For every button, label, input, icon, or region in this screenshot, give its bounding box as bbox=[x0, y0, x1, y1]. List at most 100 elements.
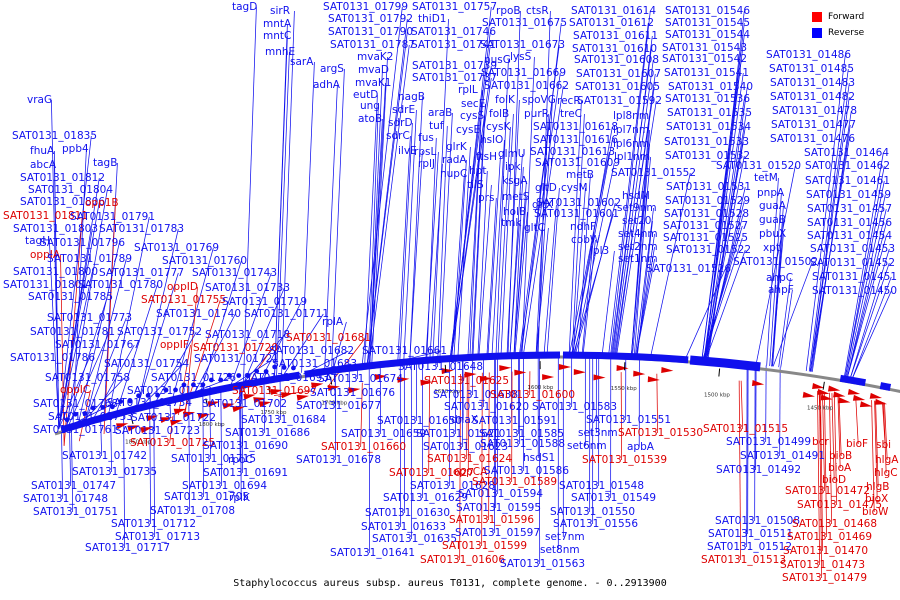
gene-leader-line bbox=[846, 208, 887, 378]
gene-label: SAT0131_01733 bbox=[205, 282, 290, 294]
forward-gene-arrow bbox=[558, 363, 571, 370]
gene-leader-line bbox=[846, 222, 887, 378]
gene-label: SAT0131_01515 bbox=[703, 423, 788, 435]
gene-label: SAT0131_01835 bbox=[12, 130, 97, 142]
gene-label: mvaD bbox=[358, 64, 389, 76]
gene-label: set1nm bbox=[618, 253, 658, 265]
gene-leader-line bbox=[429, 163, 443, 359]
gene-label: SAT0131_01451 bbox=[812, 271, 897, 283]
gene-label: nagB bbox=[398, 91, 425, 103]
legend-reverse-label: Reverse bbox=[828, 28, 865, 38]
gene-label: ksgA bbox=[502, 175, 528, 187]
forward-gene-arrow bbox=[222, 403, 235, 410]
gene-label: SAT0131_01635 bbox=[372, 533, 457, 545]
gene-leader-line bbox=[851, 290, 892, 379]
gene-leader-line bbox=[155, 331, 197, 402]
kbp-tick-label: 1800 kbp bbox=[199, 422, 225, 428]
gene-leader-line bbox=[61, 427, 64, 500]
gene-label: SAT0131_01556 bbox=[553, 518, 638, 530]
gene-leader-line bbox=[85, 317, 127, 421]
gene-label: SAT0131_01542 bbox=[662, 53, 747, 65]
gene-label: SAT0131_01758 bbox=[45, 372, 130, 384]
gene-leader-line bbox=[230, 272, 272, 386]
gene-label: bioX bbox=[865, 493, 888, 505]
gene-label: SAT0131_01705 bbox=[164, 491, 249, 503]
gene-leader-line bbox=[58, 357, 90, 429]
reverse-gene-marker bbox=[82, 411, 88, 416]
gene-label: SAT0131_01599 bbox=[442, 540, 527, 552]
gene-leader-line bbox=[276, 51, 290, 377]
gene-label: sdrE bbox=[392, 104, 415, 116]
gene-leader-line bbox=[703, 141, 744, 360]
gene-label: SAT0131_01551 bbox=[586, 414, 671, 426]
gene-label: vraG bbox=[27, 94, 52, 106]
reverse-gene-marker bbox=[109, 404, 115, 410]
gene-label: SAT0131_01544 bbox=[665, 29, 750, 41]
forward-gene-arrow bbox=[207, 401, 220, 408]
gene-leader-line bbox=[409, 96, 423, 360]
gene-leader-line bbox=[486, 197, 497, 355]
gene-label: SAT0131_01597 bbox=[455, 527, 540, 539]
gene-leader-line bbox=[58, 135, 92, 429]
forward-gene-arrow bbox=[159, 417, 173, 424]
gene-leader-line bbox=[884, 402, 888, 461]
gene-leader-line bbox=[282, 313, 324, 376]
gene-leader-line bbox=[397, 135, 411, 361]
forward-gene-arrow bbox=[259, 401, 272, 408]
gene-leader-line bbox=[63, 215, 83, 446]
gene-leader-line bbox=[66, 296, 108, 427]
reverse-gene-marker bbox=[72, 411, 78, 417]
gene-label: SAT0131_01534 bbox=[666, 121, 751, 133]
gene-label: SAT0131_01732 bbox=[127, 385, 212, 397]
gene-leader-line bbox=[535, 227, 549, 354]
gene-leader-line bbox=[209, 389, 212, 460]
gene-leader-line bbox=[829, 392, 833, 525]
gene-label: pnpA bbox=[757, 187, 785, 199]
gene-leader-line bbox=[93, 344, 135, 419]
gene-leader-line bbox=[232, 358, 274, 386]
gene-label: SAT0131_01546 bbox=[665, 5, 750, 17]
gene-label: SAT0131_01761 bbox=[33, 424, 118, 436]
gene-leader-line bbox=[241, 383, 244, 474]
reverse-gene-block bbox=[839, 374, 866, 387]
gene-label: set6nm bbox=[567, 440, 607, 452]
gene-label: mvaK1 bbox=[355, 77, 391, 89]
gene-leader-line bbox=[243, 334, 285, 383]
gene-label: SAT0131_01533 bbox=[664, 136, 749, 148]
gene-label: opp1B bbox=[85, 197, 119, 209]
gene-label: SAT0131_01702 bbox=[202, 398, 287, 410]
gene-leader-line bbox=[78, 242, 120, 423]
gene-leader-line bbox=[581, 226, 595, 354]
kbp-tick-mark bbox=[444, 364, 447, 373]
forward-gene-arrow bbox=[170, 419, 183, 426]
gene-label: gltD bbox=[535, 182, 557, 194]
forward-gene-arrow bbox=[802, 391, 815, 398]
gene-label: SAT0131_01491 bbox=[740, 450, 825, 462]
gene-label: SAT0131_01543 bbox=[662, 42, 747, 54]
gene-label: rplK bbox=[229, 492, 251, 504]
gene-leader-line bbox=[844, 180, 885, 378]
forward-gene-arrow bbox=[145, 415, 159, 422]
gene-leader-line bbox=[184, 286, 198, 414]
gene-label: SAT0131_01539 bbox=[582, 454, 667, 466]
gene-label: SAT0131_01592 bbox=[577, 95, 662, 107]
gene-label: SAT0131_01746 bbox=[411, 26, 496, 38]
gene-leader-line bbox=[837, 394, 841, 469]
gene-label: SAT0131_01741 bbox=[411, 39, 496, 51]
gene-label: SAT0131_01528 bbox=[664, 208, 749, 220]
gene-leader-line bbox=[453, 159, 467, 357]
gene-label: SAT0131_01676 bbox=[310, 387, 395, 399]
gene-leader-line bbox=[738, 380, 742, 561]
gene-label: SAT0131_01606 bbox=[420, 554, 505, 566]
gene-label: SAT0131_01783 bbox=[99, 223, 184, 235]
gene-label: SAT0131_01812 bbox=[20, 172, 105, 184]
gene-label: SAT0131_01468 bbox=[792, 518, 877, 530]
gene-leader-line bbox=[364, 94, 378, 365]
gene-leader-line bbox=[333, 321, 347, 369]
gene-label: SAT0131_01720 bbox=[193, 342, 278, 354]
gene-leader-line bbox=[463, 373, 465, 382]
forward-gene-arrow bbox=[542, 374, 555, 381]
gene-leader-line bbox=[71, 424, 74, 513]
gene-leader-line bbox=[153, 402, 156, 538]
gene-leader-line bbox=[58, 271, 93, 429]
